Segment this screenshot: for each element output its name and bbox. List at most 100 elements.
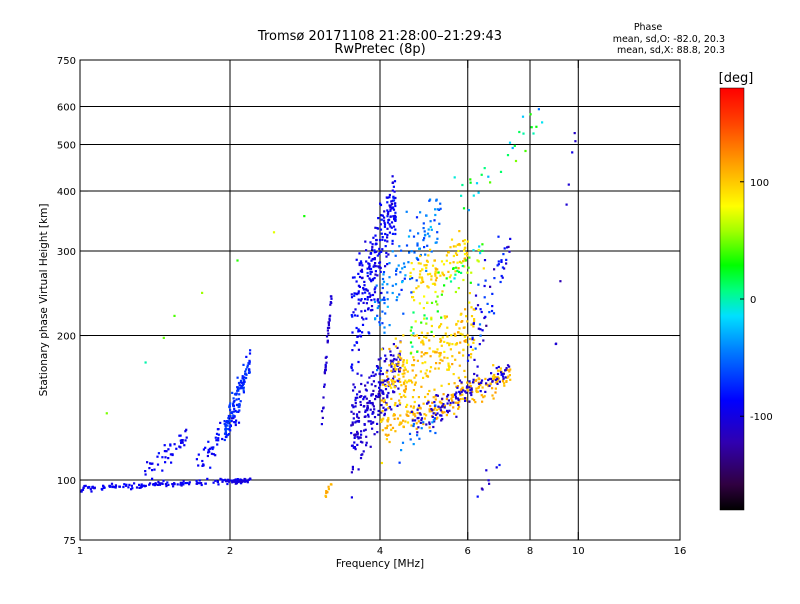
data-point: [442, 274, 446, 277]
data-point: [409, 438, 412, 441]
data-point: [426, 402, 429, 405]
data-point: [210, 446, 213, 449]
data-point: [214, 479, 217, 482]
data-point: [398, 293, 401, 296]
data-point: [394, 337, 397, 340]
data-point: [492, 377, 495, 381]
data-point: [364, 410, 367, 413]
data-point: [102, 486, 105, 489]
data-point: [452, 261, 455, 264]
data-point: [466, 240, 469, 243]
data-point: [506, 154, 510, 157]
data-point: [460, 261, 463, 264]
data-point: [411, 296, 415, 299]
data-point: [90, 490, 93, 493]
data-point: [381, 248, 384, 251]
data-point: [372, 277, 375, 281]
data-point: [413, 251, 416, 254]
data-point: [496, 379, 499, 382]
data-point: [324, 363, 327, 366]
data-point: [351, 315, 354, 318]
data-point: [355, 341, 359, 344]
data-point: [509, 378, 512, 381]
data-point: [477, 327, 480, 330]
data-point: [373, 291, 377, 294]
data-point: [460, 390, 463, 393]
data-point: [353, 434, 357, 437]
data-point: [377, 301, 380, 304]
data-point: [513, 144, 516, 147]
data-point: [454, 270, 457, 273]
data-point: [391, 284, 394, 287]
data-point: [224, 425, 227, 428]
data-point: [230, 420, 233, 423]
data-point: [385, 402, 388, 405]
data-point: [413, 400, 416, 404]
data-point: [420, 341, 423, 344]
data-point: [464, 390, 467, 393]
data-point: [387, 407, 390, 410]
data-point: [390, 369, 393, 372]
data-point: [479, 252, 482, 255]
data-point: [459, 389, 463, 392]
data-point: [402, 334, 405, 337]
data-point: [426, 393, 429, 396]
data-point: [398, 393, 401, 396]
data-point: [502, 253, 505, 256]
data-point: [366, 298, 369, 301]
data-point: [478, 323, 482, 326]
data-point: [364, 395, 367, 398]
data-point: [356, 396, 359, 399]
data-point: [398, 461, 401, 464]
data-point: [364, 240, 367, 243]
data-point: [237, 405, 240, 409]
data-point: [381, 236, 384, 239]
data-point: [373, 288, 376, 291]
data-point: [144, 361, 147, 364]
data-point: [494, 391, 497, 394]
data-point: [387, 416, 390, 420]
data-point: [462, 207, 466, 210]
data-point: [198, 482, 201, 485]
data-point: [501, 379, 505, 382]
data-point: [386, 240, 389, 243]
data-point: [361, 276, 364, 279]
data-point: [394, 283, 398, 286]
stats-x-mode: mean, sd,X: 88.8, 20.3: [617, 45, 725, 56]
data-point: [248, 369, 251, 372]
data-point: [483, 296, 486, 299]
data-point: [131, 487, 134, 490]
data-point: [439, 358, 442, 361]
data-point: [458, 364, 461, 367]
data-point: [436, 271, 439, 274]
data-point: [235, 398, 238, 401]
data-point: [508, 250, 511, 253]
data-point: [366, 296, 369, 299]
data-point: [403, 389, 406, 392]
data-point: [358, 410, 361, 414]
data-point: [410, 424, 413, 427]
data-point: [504, 376, 507, 379]
data-point: [425, 423, 428, 426]
data-point: [418, 437, 421, 440]
data-point: [383, 302, 386, 305]
data-point: [388, 193, 391, 197]
data-point: [401, 281, 404, 284]
data-point: [146, 461, 149, 464]
colorbar-tick-label: 0: [750, 295, 756, 306]
data-point: [227, 417, 230, 420]
data-point: [165, 485, 168, 488]
data-point: [463, 340, 466, 343]
data-point: [369, 273, 372, 276]
data-point: [420, 418, 423, 422]
data-point: [436, 208, 439, 211]
data-point: [359, 400, 362, 404]
data-point: [454, 245, 457, 248]
data-point: [356, 443, 359, 446]
data-point: [130, 488, 133, 491]
data-point: [407, 414, 410, 417]
data-point: [459, 392, 462, 395]
data-point: [402, 419, 405, 422]
data-point: [226, 433, 229, 437]
data-point: [446, 356, 449, 360]
